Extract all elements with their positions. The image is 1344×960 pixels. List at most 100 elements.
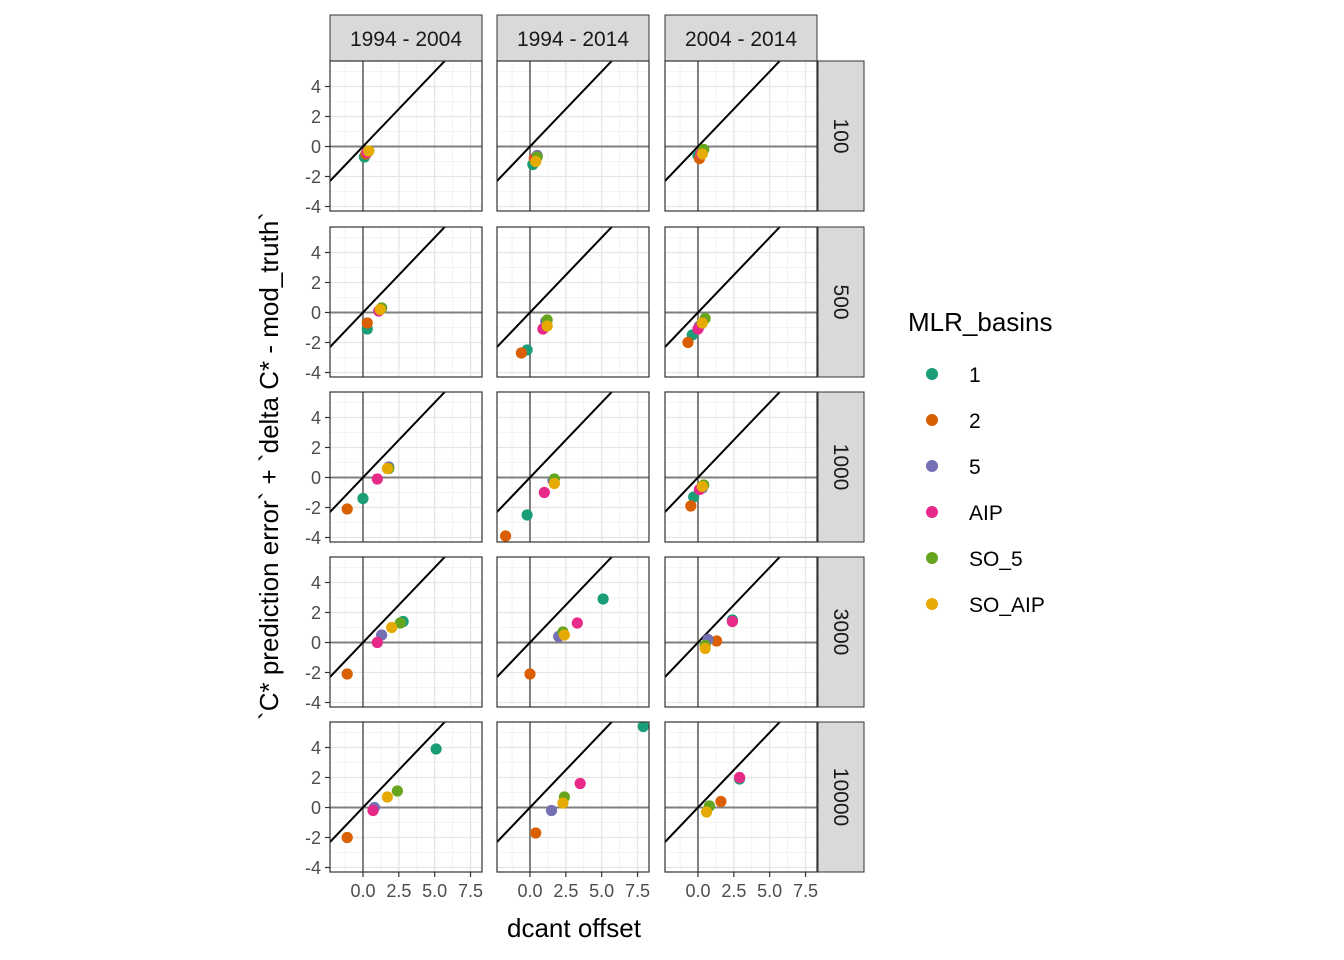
legend-item: SO_5 bbox=[926, 548, 1023, 571]
data-points bbox=[341, 461, 395, 515]
x-tick-label: 2.5 bbox=[553, 881, 578, 901]
facet-row-label: 10000 bbox=[829, 768, 852, 826]
facet-strip-row: 10000 bbox=[817, 721, 865, 873]
y-tick-label: -4 bbox=[305, 858, 321, 878]
x-tick-label: 5.0 bbox=[422, 881, 447, 901]
panel-border bbox=[329, 556, 483, 708]
identity-line bbox=[665, 61, 782, 183]
panel-background bbox=[330, 722, 482, 872]
facet-panel bbox=[496, 226, 650, 378]
data-point-2 bbox=[685, 500, 697, 512]
y-tick-label: 2 bbox=[311, 107, 321, 127]
x-tick-label: 0.0 bbox=[350, 881, 375, 901]
facet-row-label: 100 bbox=[829, 118, 852, 153]
data-point-SO_AIP bbox=[381, 791, 393, 803]
data-point-AIP bbox=[574, 777, 586, 790]
legend-label: 2 bbox=[969, 410, 981, 433]
facet-strip-row: 100 bbox=[817, 60, 865, 212]
data-points bbox=[685, 479, 710, 512]
data-points bbox=[524, 593, 609, 680]
facet-strip-row: 500 bbox=[817, 226, 865, 378]
facet-panel: -4 -2 0 2 4 bbox=[305, 391, 483, 548]
reference-lines bbox=[330, 227, 482, 377]
reference-lines bbox=[665, 227, 817, 377]
y-tick-label: -4 bbox=[305, 693, 321, 713]
legend-label: 1 bbox=[969, 364, 981, 387]
y-tick-label: 4 bbox=[311, 408, 321, 428]
panel-background bbox=[665, 61, 817, 211]
identity-line bbox=[665, 722, 782, 844]
facet-strip-row: 3000 bbox=[817, 556, 865, 708]
panel-background bbox=[330, 227, 482, 377]
facet-column-label: 2004 - 2014 bbox=[685, 28, 797, 51]
data-point-1 bbox=[357, 492, 369, 505]
data-points bbox=[692, 143, 710, 165]
y-tick-label: 2 bbox=[311, 603, 321, 623]
data-point-SO_AIP bbox=[386, 621, 398, 634]
data-point-2 bbox=[341, 668, 353, 680]
panel-background bbox=[665, 392, 817, 542]
data-points bbox=[341, 615, 409, 680]
data-point-2 bbox=[715, 795, 727, 808]
y-tick-label: 4 bbox=[311, 77, 321, 97]
legend-key bbox=[926, 368, 938, 380]
data-point-1 bbox=[521, 509, 533, 521]
facet-panel: -4 -2 0 2 4 0.0 2.5 5.0 7.5 bbox=[305, 721, 483, 901]
x-tick-label: 7.5 bbox=[625, 881, 650, 901]
panel-border bbox=[329, 391, 483, 543]
x-axis-title: dcant offset bbox=[507, 913, 642, 943]
panel-border bbox=[496, 721, 650, 873]
identity-line bbox=[497, 227, 614, 349]
y-tick-label: -2 bbox=[305, 333, 321, 353]
legend-item: AIP bbox=[926, 502, 1003, 525]
legend-key bbox=[926, 460, 938, 472]
reference-lines bbox=[665, 392, 817, 542]
facet-panel: -4 -2 0 2 4 bbox=[305, 226, 483, 383]
x-tick-label: 5.0 bbox=[757, 881, 782, 901]
x-tick-label: 7.5 bbox=[458, 881, 483, 901]
legend-key bbox=[926, 552, 938, 564]
data-point-5 bbox=[545, 804, 558, 817]
data-points bbox=[530, 722, 649, 839]
panel-border bbox=[329, 721, 483, 873]
y-tick-label: -4 bbox=[305, 528, 321, 548]
facet-panel: 0.0 2.5 5.0 7.5 bbox=[496, 721, 650, 901]
facet-strip-column: 1994 - 2004 bbox=[329, 14, 483, 62]
data-point-SO_AIP bbox=[363, 145, 375, 157]
reference-lines bbox=[497, 722, 649, 872]
y-axis: -4 -2 0 2 4 bbox=[305, 408, 330, 548]
identity-line bbox=[665, 227, 782, 349]
identity-line bbox=[330, 557, 447, 679]
facet-row-label: 500 bbox=[829, 284, 852, 319]
data-point-1 bbox=[597, 593, 609, 605]
panel-border bbox=[329, 60, 483, 212]
data-points bbox=[527, 149, 543, 171]
panel-background bbox=[665, 557, 817, 707]
facet-panel: 0.0 2.5 5.0 7.5 bbox=[664, 721, 818, 901]
y-tick-label: 2 bbox=[311, 768, 321, 788]
data-point-2 bbox=[361, 317, 373, 329]
identity-line bbox=[330, 227, 447, 349]
data-point-SO_AIP bbox=[381, 462, 393, 475]
legend-key bbox=[926, 414, 938, 426]
panel-border bbox=[496, 391, 650, 543]
panel-background bbox=[330, 392, 482, 542]
x-tick-label: 2.5 bbox=[386, 881, 411, 901]
data-points bbox=[682, 312, 711, 349]
panel-border bbox=[664, 226, 818, 378]
y-tick-label: 0 bbox=[311, 137, 321, 157]
data-point-SO_AIP bbox=[696, 148, 708, 160]
y-tick-label: 2 bbox=[311, 438, 321, 458]
data-point-SO_5 bbox=[391, 785, 403, 797]
data-point-2 bbox=[524, 668, 536, 680]
y-tick-label: 0 bbox=[311, 633, 321, 653]
data-point-AIP bbox=[571, 617, 583, 629]
data-point-2 bbox=[341, 831, 353, 844]
x-tick-label: 5.0 bbox=[589, 881, 614, 901]
x-axis: 0.0 2.5 5.0 7.5 bbox=[517, 872, 650, 901]
panel-background bbox=[330, 557, 482, 707]
panel-background bbox=[497, 61, 649, 211]
legend-title: MLR_basins bbox=[908, 307, 1053, 337]
data-point-SO_AIP bbox=[699, 642, 711, 655]
